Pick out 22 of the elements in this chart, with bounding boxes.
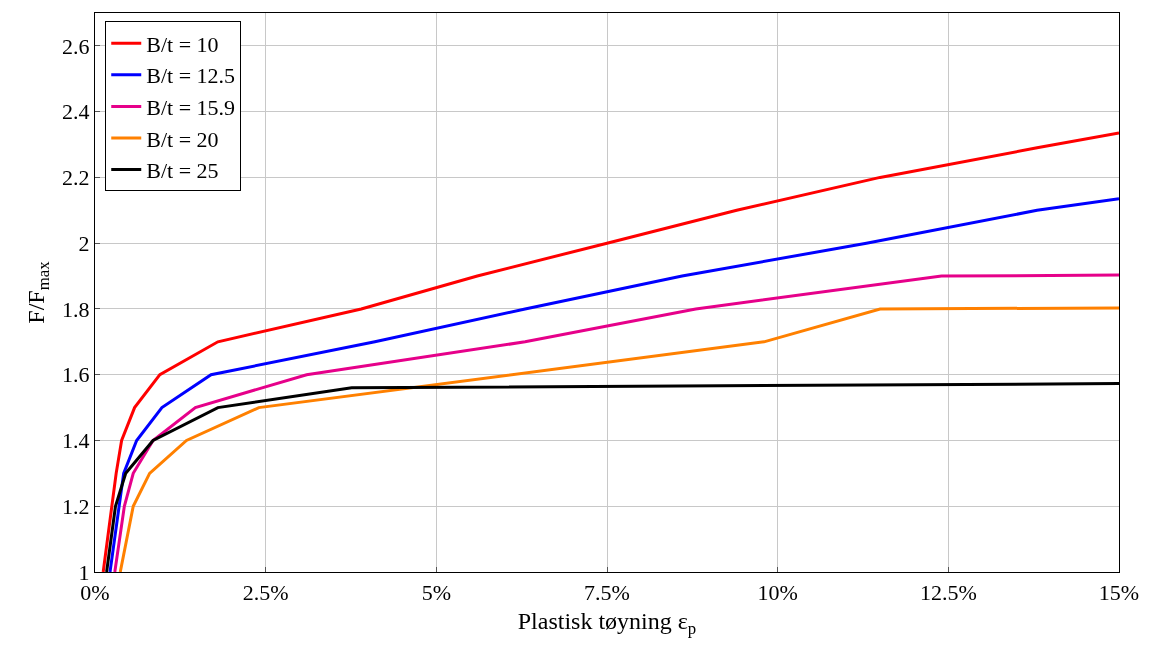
x-tick-label: 5% [421,579,451,605]
line-series [101,131,1119,572]
x-axis-title: Plastisk tøyning ε$_{p}$ [517,607,697,638]
x-tick-label: 15% [1098,579,1140,605]
y-tick-label: 1.4 [62,428,90,454]
x-tick-label: 10% [757,579,798,605]
y-tick-label: 2 [78,230,90,256]
legend-label: B/t = 20 [146,126,219,152]
legend-label: B/t = 10 [146,31,219,57]
y-tick-label: 1.2 [62,493,90,519]
legend-label: B/t = 25 [146,158,219,184]
y-tick-label: 1.8 [62,296,90,322]
x-tick-label: 7.5% [584,579,630,605]
y-tick-label: 2.6 [62,33,90,59]
y-tick-label: 2.4 [62,99,90,125]
legend-label: B/t = 15.9 [146,94,236,120]
x-tick-label: 2.5% [242,579,289,605]
line-series [108,197,1119,572]
x-tick-label: 12.5% [919,579,977,605]
legend-label: B/t = 12.5 [146,63,236,89]
y-tick-label: 1.6 [62,362,90,388]
y-tick-label: 2.2 [62,165,90,191]
